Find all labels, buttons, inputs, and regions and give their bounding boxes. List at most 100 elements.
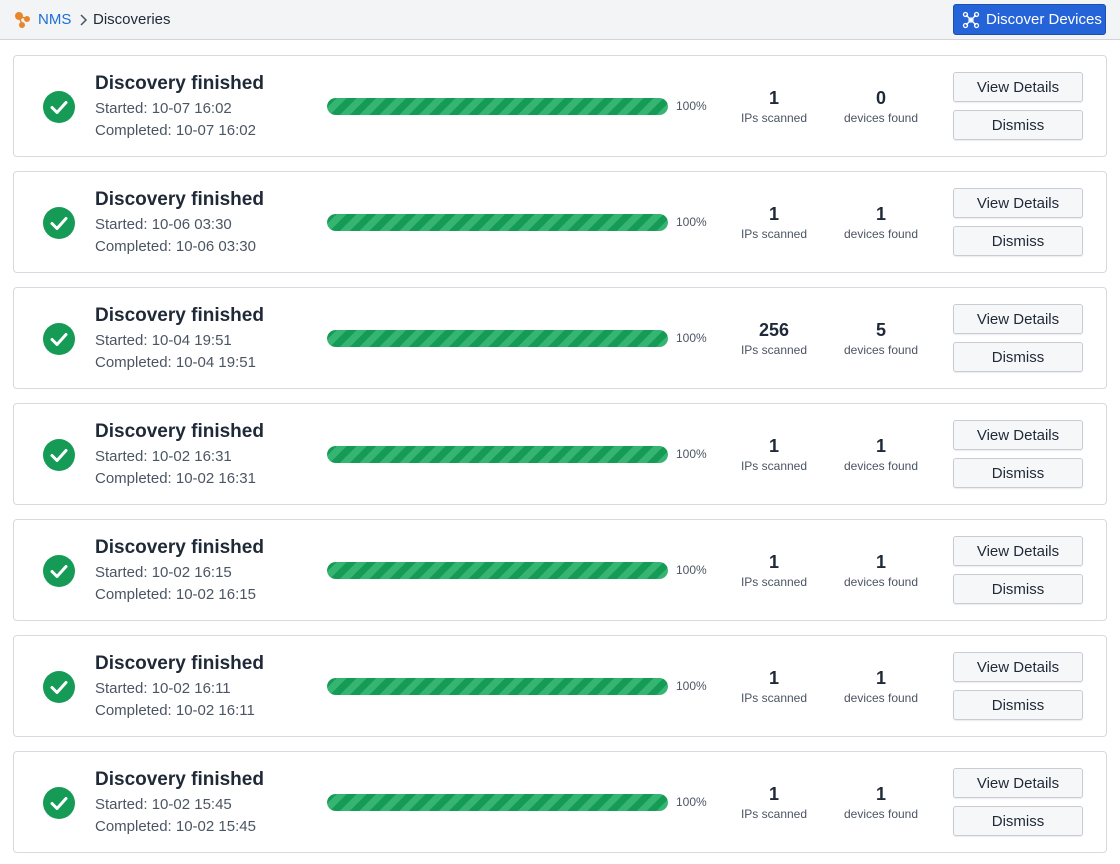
check-circle-icon (42, 90, 76, 124)
discovery-card: Discovery finished Started: 10-02 16:31 … (13, 403, 1107, 505)
progress-bar-fill (327, 678, 668, 695)
discovery-card: Discovery finished Started: 10-06 03:30 … (13, 171, 1107, 273)
breadcrumb-nms-link[interactable]: NMS (38, 11, 72, 28)
progress-percent: 100% (676, 331, 707, 345)
devices-found-label: devices found (843, 111, 919, 125)
discovery-status-title: Discovery finished (95, 73, 264, 94)
completed-time: Completed: 10-02 16:31 (95, 470, 256, 487)
ips-scanned-label: IPs scanned (740, 807, 808, 821)
progress-bar (327, 98, 668, 115)
dismiss-button[interactable]: Dismiss (953, 574, 1083, 604)
ips-scanned-count: 256 (758, 320, 790, 340)
nms-logo-icon[interactable] (14, 11, 32, 29)
progress-percent: 100% (676, 795, 707, 809)
started-time: Started: 10-02 16:15 (95, 564, 232, 581)
network-icon (962, 11, 980, 29)
started-time: Started: 10-07 16:02 (95, 100, 232, 117)
discovery-card: Discovery finished Started: 10-02 16:15 … (13, 519, 1107, 621)
devices-found-count: 0 (875, 88, 886, 108)
ips-scanned-label: IPs scanned (740, 459, 808, 473)
ips-scanned-count: 1 (768, 552, 779, 572)
ips-scanned-label: IPs scanned (740, 111, 808, 125)
started-time: Started: 10-02 16:31 (95, 448, 232, 465)
devices-found-count: 1 (875, 204, 886, 224)
dismiss-button[interactable]: Dismiss (953, 226, 1083, 256)
view-details-button[interactable]: View Details (953, 536, 1083, 566)
progress-bar (327, 562, 668, 579)
completed-time: Completed: 10-02 16:15 (95, 586, 256, 603)
completed-time: Completed: 10-02 16:11 (95, 702, 255, 719)
discovery-status-title: Discovery finished (95, 653, 264, 674)
dismiss-button[interactable]: Dismiss (953, 110, 1083, 140)
devices-found-label: devices found (843, 343, 919, 357)
top-bar: NMS Discoveries Discover D (0, 0, 1120, 40)
ips-scanned-count: 1 (768, 784, 779, 804)
check-circle-icon (42, 786, 76, 820)
ips-scanned-count: 1 (768, 204, 779, 224)
discovery-card: Discovery finished Started: 10-02 15:45 … (13, 751, 1107, 853)
dismiss-button[interactable]: Dismiss (953, 806, 1083, 836)
chevron-right-icon (78, 13, 88, 27)
ips-scanned-count: 1 (768, 88, 779, 108)
started-time: Started: 10-02 16:11 (95, 680, 231, 697)
check-circle-icon (42, 670, 76, 704)
view-details-button[interactable]: View Details (953, 304, 1083, 334)
progress-percent: 100% (676, 215, 707, 229)
started-time: Started: 10-02 15:45 (95, 796, 232, 813)
progress-bar (327, 678, 668, 695)
progress-bar (327, 794, 668, 811)
completed-time: Completed: 10-07 16:02 (95, 122, 256, 139)
ips-scanned-label: IPs scanned (740, 343, 808, 357)
progress-percent: 100% (676, 447, 707, 461)
completed-time: Completed: 10-02 15:45 (95, 818, 256, 835)
view-details-button[interactable]: View Details (953, 188, 1083, 218)
progress-bar-fill (327, 214, 668, 231)
ips-scanned-label: IPs scanned (740, 575, 808, 589)
view-details-button[interactable]: View Details (953, 420, 1083, 450)
devices-found-label: devices found (843, 575, 919, 589)
progress-percent: 100% (676, 679, 707, 693)
discovery-status-title: Discovery finished (95, 189, 264, 210)
progress-percent: 100% (676, 99, 707, 113)
discovery-card: Discovery finished Started: 10-07 16:02 … (13, 55, 1107, 157)
started-time: Started: 10-04 19:51 (95, 332, 232, 349)
devices-found-label: devices found (843, 459, 919, 473)
completed-time: Completed: 10-04 19:51 (95, 354, 256, 371)
view-details-button[interactable]: View Details (953, 72, 1083, 102)
discover-devices-button[interactable]: Discover Devices (953, 4, 1106, 35)
devices-found-count: 1 (875, 552, 886, 572)
dismiss-button[interactable]: Dismiss (953, 342, 1083, 372)
started-time: Started: 10-06 03:30 (95, 216, 232, 233)
ips-scanned-count: 1 (768, 436, 779, 456)
devices-found-label: devices found (843, 227, 919, 241)
dismiss-button[interactable]: Dismiss (953, 458, 1083, 488)
discovery-card: Discovery finished Started: 10-02 16:11 … (13, 635, 1107, 737)
discover-devices-label: Discover Devices (986, 11, 1102, 28)
devices-found-count: 1 (875, 784, 886, 804)
progress-bar-fill (327, 330, 668, 347)
ips-scanned-count: 1 (768, 668, 779, 688)
discovery-card: Discovery finished Started: 10-04 19:51 … (13, 287, 1107, 389)
ips-scanned-label: IPs scanned (740, 227, 808, 241)
devices-found-label: devices found (843, 691, 919, 705)
discovery-status-title: Discovery finished (95, 305, 264, 326)
check-circle-icon (42, 322, 76, 356)
devices-found-label: devices found (843, 807, 919, 821)
progress-bar (327, 330, 668, 347)
progress-bar (327, 446, 668, 463)
discovery-status-title: Discovery finished (95, 769, 264, 790)
check-circle-icon (42, 206, 76, 240)
progress-bar-fill (327, 794, 668, 811)
devices-found-count: 1 (875, 668, 886, 688)
view-details-button[interactable]: View Details (953, 652, 1083, 682)
dismiss-button[interactable]: Dismiss (953, 690, 1083, 720)
ips-scanned-label: IPs scanned (740, 691, 808, 705)
discovery-status-title: Discovery finished (95, 421, 264, 442)
discovery-status-title: Discovery finished (95, 537, 264, 558)
view-details-button[interactable]: View Details (953, 768, 1083, 798)
progress-bar-fill (327, 98, 668, 115)
breadcrumb-current: Discoveries (93, 11, 171, 28)
progress-bar-fill (327, 446, 668, 463)
progress-percent: 100% (676, 563, 707, 577)
devices-found-count: 1 (875, 436, 886, 456)
